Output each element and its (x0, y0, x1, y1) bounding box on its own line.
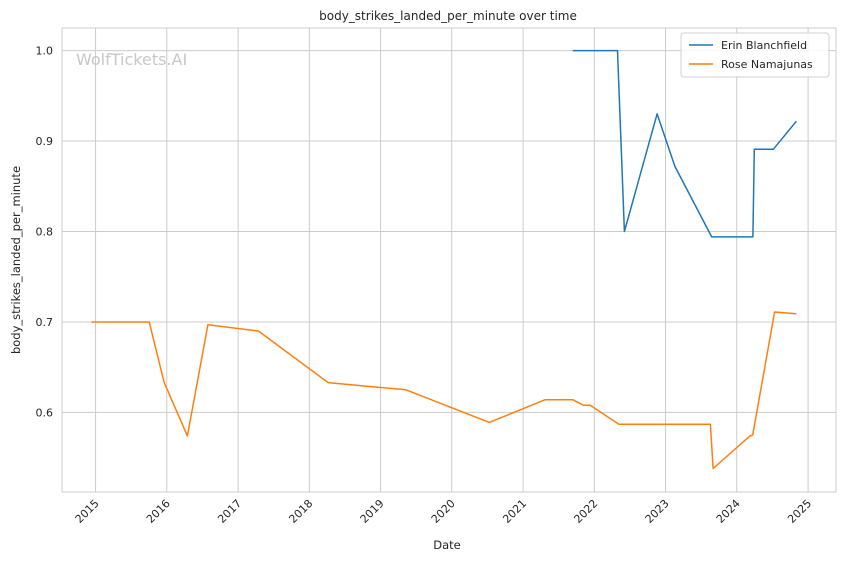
x-axis-ticks: 2015 2016 2017 2018 2019 2020 2021 2022 2023 2024… (73, 497, 815, 526)
series-layer (91, 49, 797, 470)
y-tick-label: 0.7 (36, 316, 54, 329)
y-axis-ticks: 0.6 0.7 0.8 0.9 1.0 (36, 45, 54, 420)
y-tick-label: 0.6 (36, 406, 54, 419)
y-tick-label: 0.8 (36, 226, 54, 239)
plot-area-frame (61, 27, 837, 493)
series-line-1 (91, 311, 797, 470)
legend-label: Erin Blanchfield (721, 39, 807, 52)
chart-title: body_strikes_landed_per_minute over time (319, 9, 577, 23)
y-tick-label: 1.0 (36, 45, 54, 58)
legend: Erin Blanchfield Rose Namajunas (680, 32, 830, 78)
series-line-0 (572, 49, 797, 238)
y-axis-label: body_strikes_landed_per_minute (9, 166, 23, 354)
watermark: WolfTickets.AI (76, 50, 187, 69)
y-tick-label: 0.9 (36, 135, 54, 148)
x-axis-label: Date (433, 538, 461, 552)
legend-label: Rose Namajunas (721, 58, 813, 71)
legend-box (680, 32, 830, 78)
